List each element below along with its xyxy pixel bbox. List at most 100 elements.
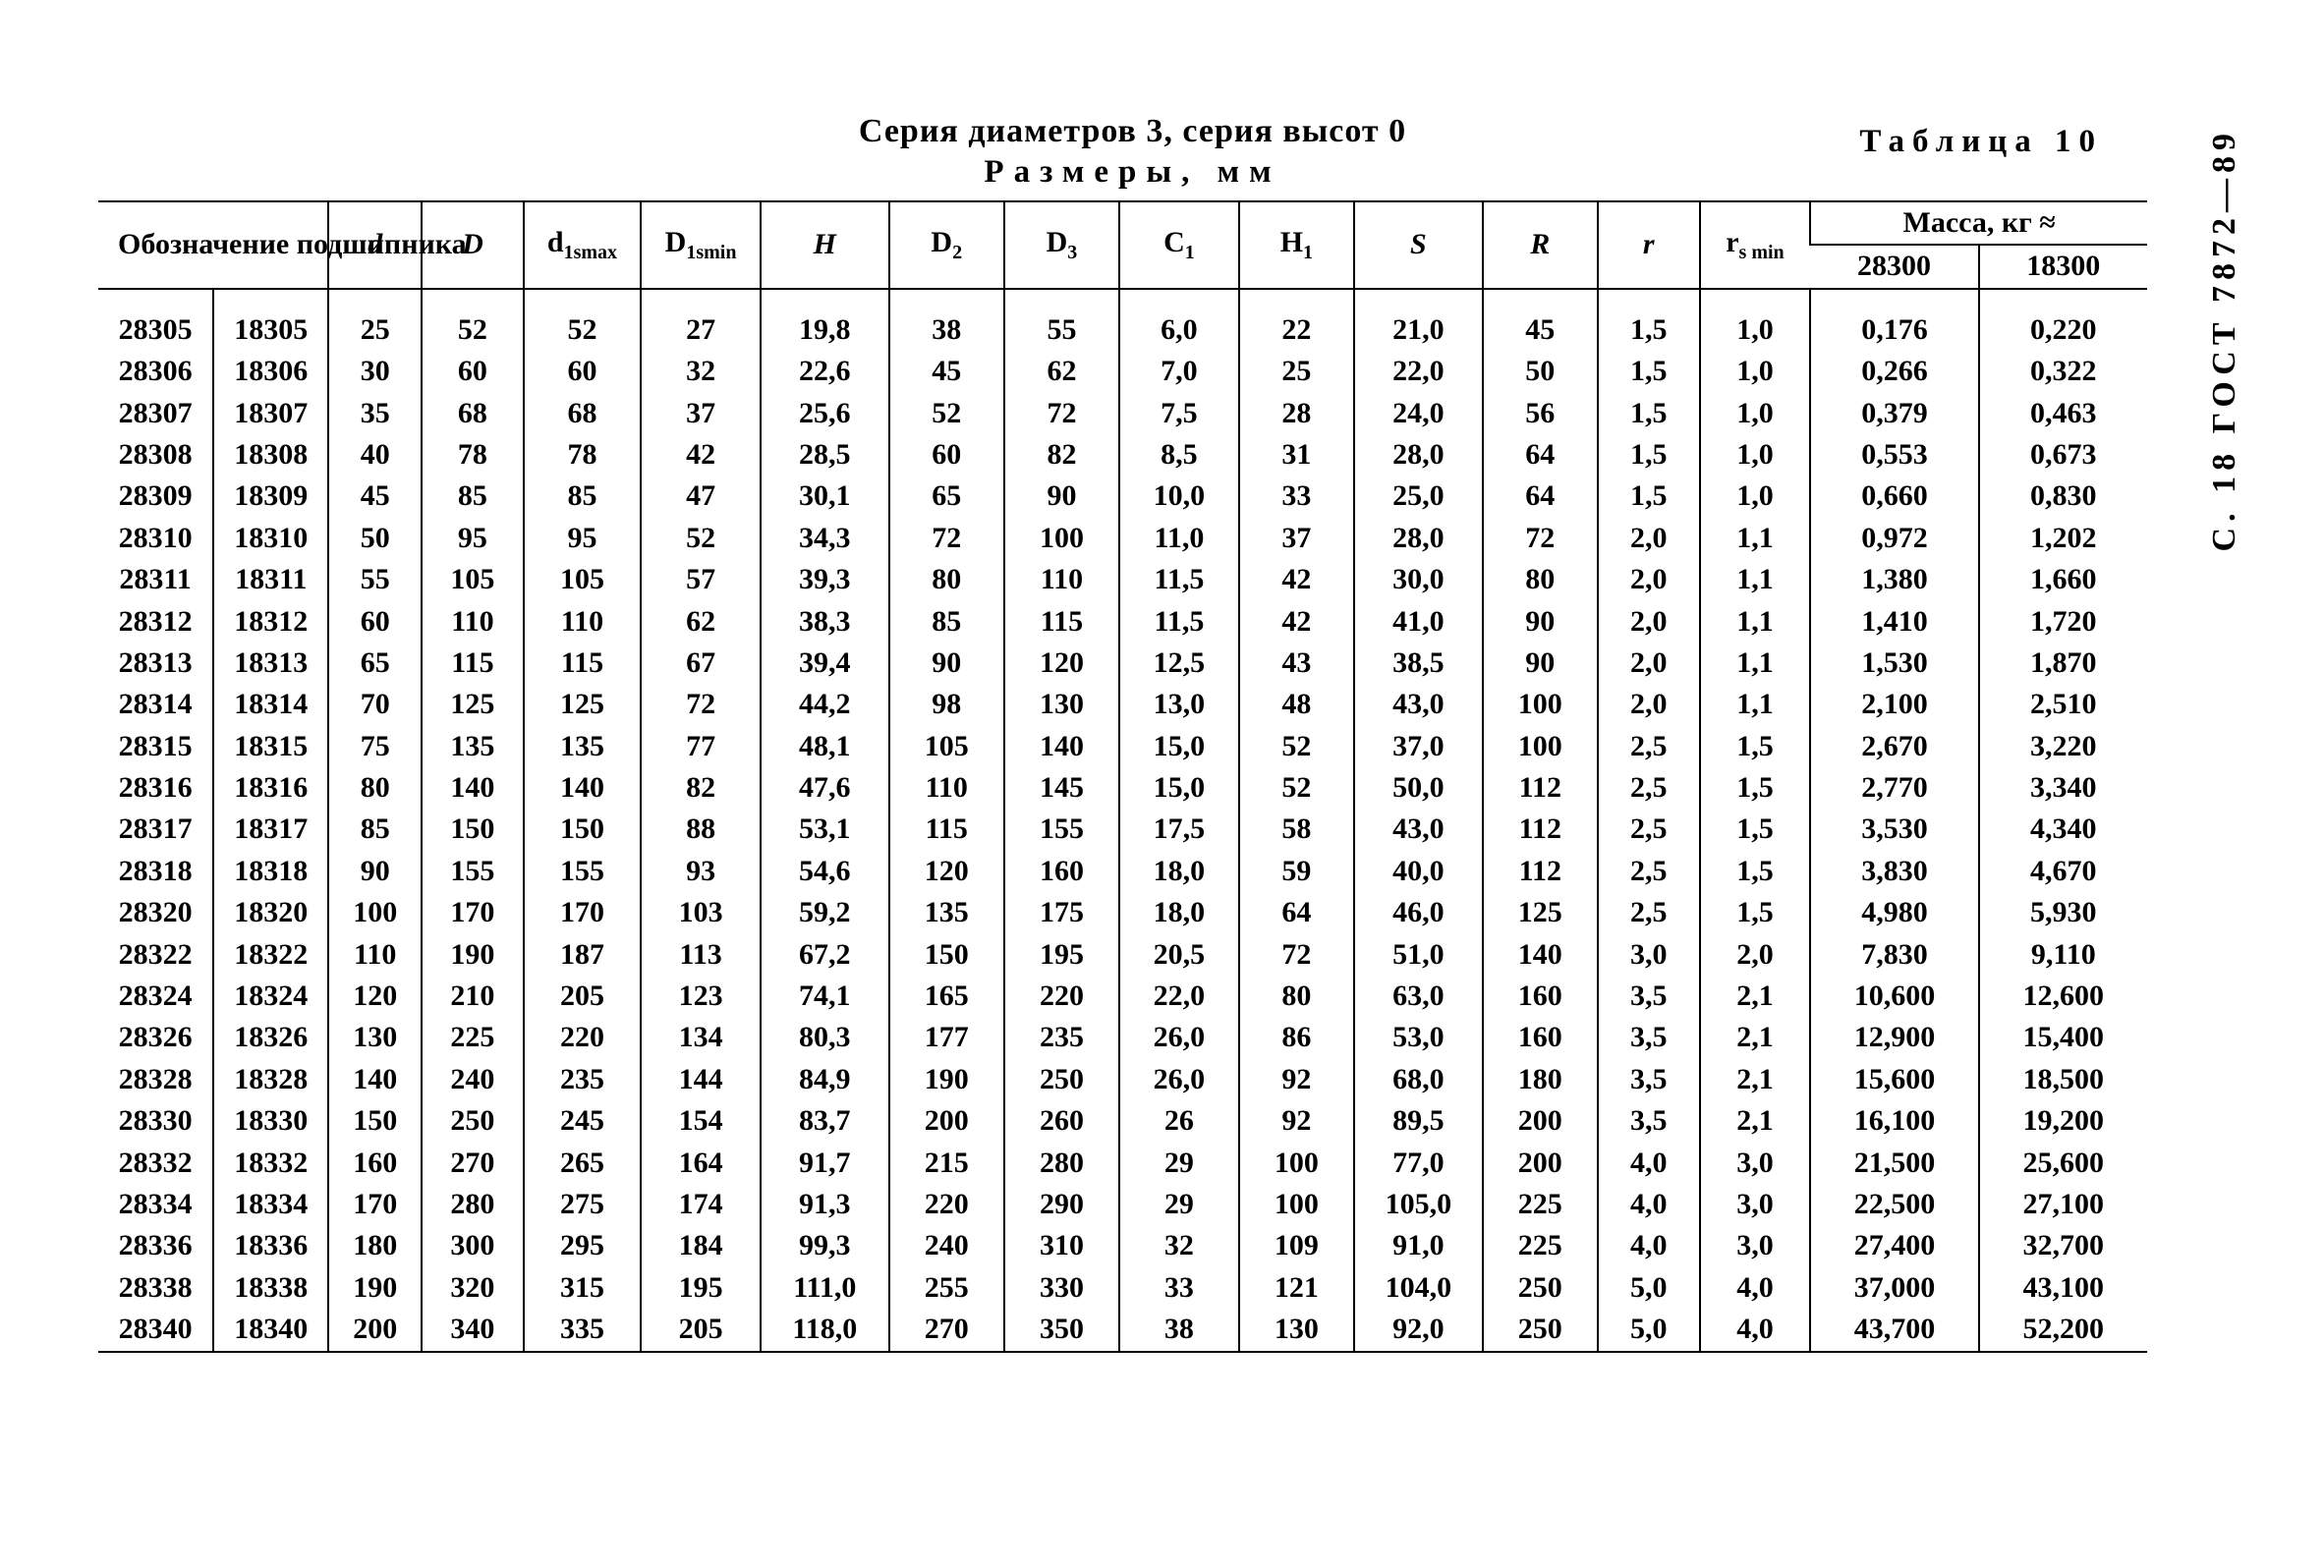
table-cell: 25,600 xyxy=(1979,1143,2147,1184)
table-cell: 145 xyxy=(1004,767,1119,809)
table-cell: 15,0 xyxy=(1119,767,1239,809)
table-cell: 57 xyxy=(641,559,761,600)
table-cell: 1,0 xyxy=(1700,476,1811,517)
table-cell: 28332 xyxy=(98,1143,213,1184)
table-cell: 295 xyxy=(524,1225,641,1266)
table-cell: 18,500 xyxy=(1979,1059,2147,1100)
table-cell: 22,6 xyxy=(761,351,889,392)
table-cell: 2,0 xyxy=(1598,643,1700,684)
table-cell: 1,1 xyxy=(1700,601,1811,643)
table-cell: 43,100 xyxy=(1979,1267,2147,1309)
table-cell: 195 xyxy=(1004,934,1119,976)
table-cell: 52 xyxy=(641,518,761,559)
table-cell: 290 xyxy=(1004,1184,1119,1225)
table-cell: 0,322 xyxy=(1979,351,2147,392)
table-cell: 0,220 xyxy=(1979,289,2147,351)
table-cell: 42 xyxy=(1239,559,1354,600)
table-cell: 60 xyxy=(889,434,1004,476)
table-cell: 121 xyxy=(1239,1267,1354,1309)
table-cell: 2,510 xyxy=(1979,684,2147,725)
table-cell: 43,0 xyxy=(1354,809,1483,850)
table-cell: 90 xyxy=(328,851,422,892)
table-cell: 80 xyxy=(1239,976,1354,1017)
table-cell: 104,0 xyxy=(1354,1267,1483,1309)
table-cell: 62 xyxy=(641,601,761,643)
table-cell: 175 xyxy=(1004,892,1119,933)
table-cell: 225 xyxy=(1483,1184,1598,1225)
table-row: 28307183073568683725,652727,52824,0561,5… xyxy=(98,393,2147,434)
table-cell: 24,0 xyxy=(1354,393,1483,434)
table-cell: 68 xyxy=(422,393,524,434)
table-cell: 4,980 xyxy=(1810,892,1978,933)
table-cell: 10,0 xyxy=(1119,476,1239,517)
table-cell: 28310 xyxy=(98,518,213,559)
table-cell: 140 xyxy=(422,767,524,809)
table-cell: 28 xyxy=(1239,393,1354,434)
table-cell: 47 xyxy=(641,476,761,517)
table-cell: 74,1 xyxy=(761,976,889,1017)
table-cell: 110 xyxy=(889,767,1004,809)
table-cell: 5,930 xyxy=(1979,892,2147,933)
table-cell: 98 xyxy=(889,684,1004,725)
table-cell: 210 xyxy=(422,976,524,1017)
table-cell: 21,0 xyxy=(1354,289,1483,351)
table-cell: 100 xyxy=(1004,518,1119,559)
table-cell: 18310 xyxy=(213,518,328,559)
table-cell: 1,5 xyxy=(1598,434,1700,476)
table-cell: 19,200 xyxy=(1979,1100,2147,1142)
table-cell: 330 xyxy=(1004,1267,1119,1309)
table-cell: 32 xyxy=(1119,1225,1239,1266)
table-cell: 120 xyxy=(328,976,422,1017)
bearing-table: Обозначение подшипника d D d1smax D1smin… xyxy=(98,200,2147,1353)
table-cell: 56 xyxy=(1483,393,1598,434)
table-cell: 4,0 xyxy=(1598,1225,1700,1266)
table-cell: 84,9 xyxy=(761,1059,889,1100)
table-cell: 26,0 xyxy=(1119,1017,1239,1058)
table-cell: 2,5 xyxy=(1598,892,1700,933)
table-cell: 50 xyxy=(328,518,422,559)
table-cell: 34,3 xyxy=(761,518,889,559)
table-row: 28308183084078784228,560828,53128,0641,5… xyxy=(98,434,2147,476)
table-cell: 315 xyxy=(524,1267,641,1309)
table-cell: 123 xyxy=(641,976,761,1017)
table-cell: 245 xyxy=(524,1100,641,1142)
table-cell: 150 xyxy=(328,1100,422,1142)
table-cell: 1,5 xyxy=(1700,892,1811,933)
table-cell: 55 xyxy=(328,559,422,600)
table-cell: 78 xyxy=(524,434,641,476)
table-cell: 18340 xyxy=(213,1309,328,1351)
table-cell: 3,0 xyxy=(1700,1143,1811,1184)
col-header-H1: H1 xyxy=(1239,201,1354,289)
table-cell: 1,5 xyxy=(1598,476,1700,517)
table-cell: 35 xyxy=(328,393,422,434)
table-cell: 82 xyxy=(641,767,761,809)
table-cell: 92 xyxy=(1239,1100,1354,1142)
table-cell: 18324 xyxy=(213,976,328,1017)
table-cell: 110 xyxy=(524,601,641,643)
table-cell: 55 xyxy=(1004,289,1119,351)
table-cell: 48,1 xyxy=(761,726,889,767)
table-cell: 42 xyxy=(641,434,761,476)
table-cell: 92,0 xyxy=(1354,1309,1483,1351)
table-cell: 109 xyxy=(1239,1225,1354,1266)
table-cell: 67 xyxy=(641,643,761,684)
table-cell: 60 xyxy=(328,601,422,643)
table-cell: 60 xyxy=(524,351,641,392)
table-cell: 28326 xyxy=(98,1017,213,1058)
table-cell: 2,0 xyxy=(1598,559,1700,600)
table-cell: 45 xyxy=(328,476,422,517)
table-cell: 103 xyxy=(641,892,761,933)
table-row: 2831618316801401408247,611014515,05250,0… xyxy=(98,767,2147,809)
table-cell: 118,0 xyxy=(761,1309,889,1351)
table-cell: 25,0 xyxy=(1354,476,1483,517)
table-head: Обозначение подшипника d D d1smax D1smin… xyxy=(98,201,2147,289)
table-cell: 64 xyxy=(1239,892,1354,933)
table-cell: 90 xyxy=(1004,476,1119,517)
table-cell: 250 xyxy=(1483,1309,1598,1351)
table-cell: 60 xyxy=(422,351,524,392)
table-cell: 31 xyxy=(1239,434,1354,476)
table-cell: 16,100 xyxy=(1810,1100,1978,1142)
table-row: 28310183105095955234,37210011,03728,0722… xyxy=(98,518,2147,559)
table-row: 28306183063060603222,645627,02522,0501,5… xyxy=(98,351,2147,392)
table-cell: 30 xyxy=(328,351,422,392)
